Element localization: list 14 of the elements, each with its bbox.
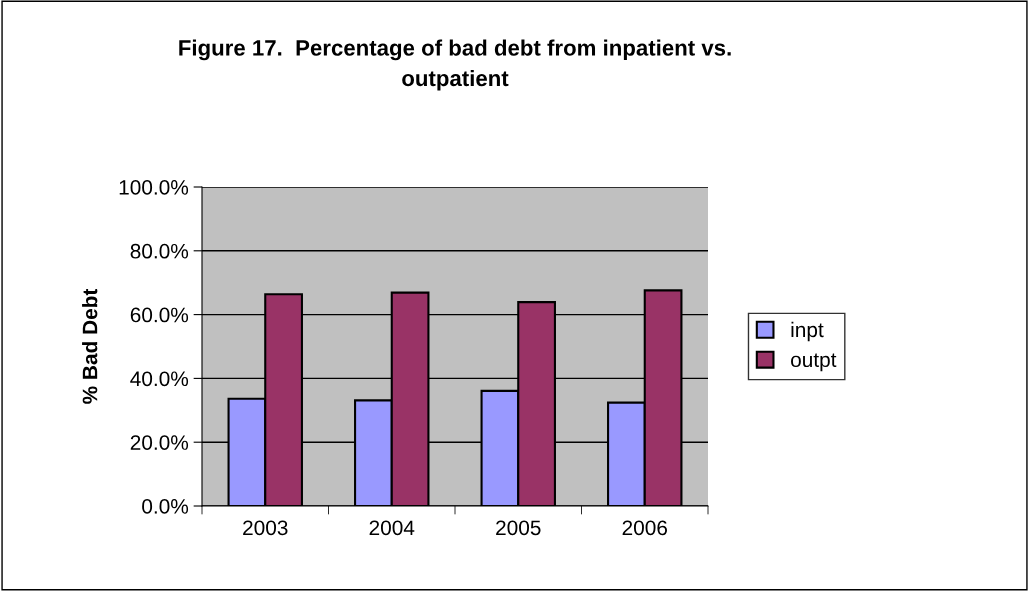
y-tick-label: 0.0% bbox=[142, 499, 189, 514]
x-tick-label: 2006 bbox=[622, 520, 668, 536]
y-tick-label: 40.0% bbox=[130, 371, 189, 387]
x-tick-label: 2005 bbox=[496, 520, 541, 536]
y-tick-label: 80.0% bbox=[130, 243, 189, 259]
y-tick-label: 20.0% bbox=[130, 435, 189, 450]
x-tick-label: 2004 bbox=[369, 520, 415, 536]
chart-title: Figure 17. Percentage of bad debt from inpatient vs. outpatient bbox=[179, 39, 731, 91]
legend-label: inpt bbox=[791, 321, 824, 342]
y-tick-label: 100.0% bbox=[119, 180, 189, 195]
y-tick-label: 60.0% bbox=[130, 307, 189, 323]
legend-label: outpt bbox=[791, 353, 837, 372]
x-tick-label: 2003 bbox=[243, 520, 288, 536]
y-axis-title: % Bad Debt bbox=[82, 288, 98, 404]
